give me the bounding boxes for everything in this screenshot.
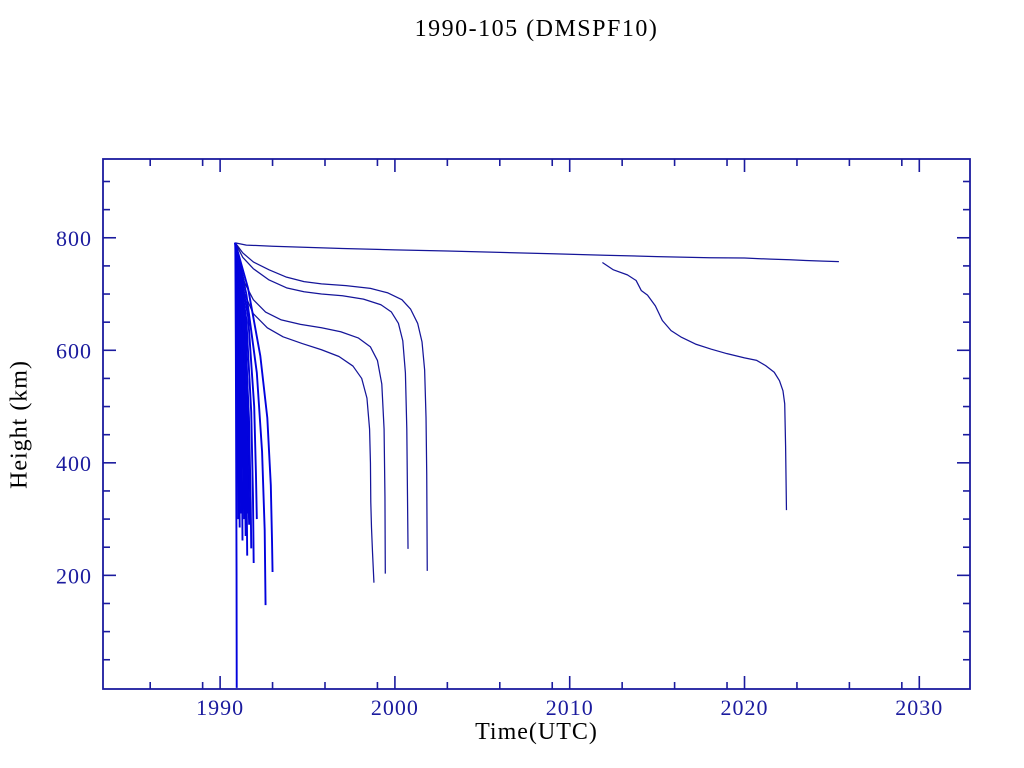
decay-curve: [234, 242, 409, 549]
y-axis-label: Height (km): [6, 360, 33, 489]
decay-curve: [234, 242, 386, 574]
decay-curve: [235, 242, 839, 263]
cluster-decay-curve: [234, 242, 258, 520]
chart-title: 1990-105 (DMSPF10): [414, 16, 659, 42]
x-tick-label: 2030: [895, 695, 943, 720]
y-tick-label: 600: [56, 338, 92, 363]
decay-curve: [234, 242, 375, 583]
y-tick-label: 400: [56, 451, 92, 476]
y-tick-label: 200: [56, 563, 92, 588]
x-tick-label: 1990: [196, 695, 244, 720]
cluster-decay-curve: [234, 242, 267, 606]
x-axis-label: Time(UTC): [475, 719, 598, 745]
y-tick-label: 800: [56, 226, 92, 251]
cluster-decay-curve: [234, 242, 255, 563]
x-tick-label: 2010: [546, 695, 594, 720]
x-tick-label: 2000: [371, 695, 419, 720]
plot-frame: [102, 158, 971, 690]
decay-curve: [234, 242, 428, 571]
x-tick-label: 2020: [721, 695, 769, 720]
cluster-decay-curve: [234, 242, 274, 572]
decay-curve: [602, 261, 788, 511]
